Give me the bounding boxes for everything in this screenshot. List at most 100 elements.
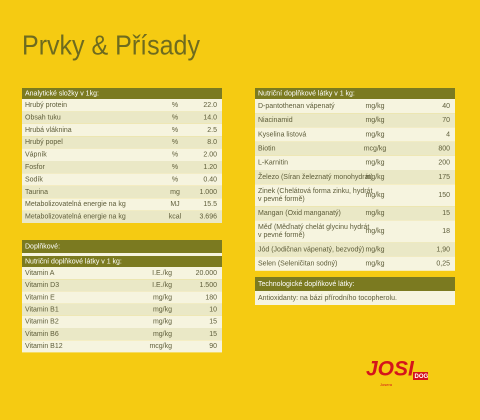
- row-unit: mg/kg: [153, 307, 172, 314]
- row-label: Fosfor: [25, 164, 46, 171]
- row-unit: mg/kg: [365, 131, 384, 138]
- row-unit: mcg/kg: [149, 343, 172, 350]
- row-unit: %: [172, 176, 178, 183]
- table-row: [22, 198, 222, 211]
- row-unit: mg/kg: [365, 192, 384, 199]
- row-label: Železo (Síran železnatý monohydrát): [258, 172, 373, 181]
- row-label: Antioxidanty: na bázi přírodního tocophe…: [258, 295, 397, 302]
- table-row: [255, 127, 455, 142]
- table-row: [22, 340, 222, 353]
- row-label: Vápník: [25, 152, 47, 159]
- row-label: v pevné formě): [258, 232, 305, 239]
- table-row: [22, 267, 222, 280]
- table-row: [255, 113, 455, 128]
- row-unit: %: [172, 102, 178, 109]
- row-value: 3.696: [199, 214, 217, 221]
- row-value: 1.20: [203, 164, 217, 171]
- row-label: Zinek (Chelátová forma zinku, hydrát: [258, 188, 372, 195]
- table-row: [22, 99, 222, 112]
- row-unit: mg/kg: [365, 261, 384, 268]
- row-label: L-Karnitin: [258, 160, 288, 167]
- row-unit: mg/kg: [365, 174, 384, 181]
- row-value: 40: [442, 103, 450, 110]
- table-row: [255, 99, 455, 114]
- page-title: Prvky & Přísady: [22, 29, 200, 60]
- table-row: [22, 279, 222, 292]
- row-unit: mg/kg: [365, 117, 384, 124]
- row-value: 18: [442, 228, 450, 235]
- table-row: [255, 256, 455, 271]
- row-value: 2.5: [207, 127, 217, 134]
- row-label: Jód (Jodičnan vápenatý, bezvodý): [258, 246, 364, 253]
- row-value: 1.500: [199, 282, 217, 289]
- row-value: 15: [442, 210, 450, 217]
- row-unit: %: [172, 164, 178, 171]
- table-row: [22, 136, 222, 149]
- section-header-text: Doplňkové:: [25, 243, 60, 250]
- row-label: Sodík: [25, 176, 43, 183]
- table-row: [22, 173, 222, 186]
- row-value: 800: [438, 146, 450, 153]
- row-label: Vitamin B2: [25, 319, 59, 326]
- table-row: [22, 185, 222, 199]
- row-unit: %: [172, 114, 178, 121]
- row-value: 0,25: [436, 261, 450, 268]
- row-label: Niacinamid: [258, 117, 293, 124]
- row-value: 15: [209, 331, 217, 338]
- row-label: Mangan (Oxid manganatý): [258, 210, 341, 217]
- table-row: [255, 220, 455, 243]
- row-value: 0.40: [203, 176, 217, 183]
- row-value: 150: [438, 192, 450, 199]
- row-value: 175: [438, 174, 450, 181]
- row-unit: mg: [170, 189, 180, 196]
- row-label: Hrubý popel: [25, 139, 63, 146]
- row-value: 4: [446, 131, 450, 138]
- row-label: Metabolizovatelná energie na kg: [25, 201, 126, 208]
- row-label: Obsah tuku: [25, 114, 61, 121]
- row-value: 180: [205, 294, 217, 301]
- logo-subtext: Josera: [380, 382, 393, 387]
- row-unit: MJ: [170, 201, 179, 208]
- row-label: Vitamin D3: [25, 282, 59, 289]
- table-row: [255, 242, 455, 257]
- row-unit: mg/kg: [365, 228, 384, 235]
- table-row: [22, 328, 222, 341]
- row-unit: mg/kg: [365, 160, 384, 167]
- row-unit: %: [172, 127, 178, 134]
- row-label: Biotin: [258, 146, 276, 153]
- row-label: Vitamin B12: [25, 343, 63, 350]
- row-unit: mg/kg: [153, 331, 172, 338]
- table-row: [255, 206, 455, 221]
- row-value: 1,90: [436, 246, 450, 253]
- logo-badge-text: DOG: [415, 374, 429, 380]
- row-unit: I.E./kg: [152, 282, 172, 289]
- row-unit: %: [172, 139, 178, 146]
- section-header: [22, 88, 222, 99]
- table-row: [22, 148, 222, 161]
- row-label: Měď (Měďnatý chelát glycinu hydrát: [258, 224, 369, 231]
- section-header-text: Technologické doplňkové látky:: [258, 281, 355, 288]
- row-unit: I.E./kg: [152, 270, 172, 277]
- section-header-text: Nutriční doplňkové látky v 1 kg:: [258, 90, 355, 97]
- table-row: [255, 291, 455, 305]
- section-header: [22, 256, 222, 267]
- spacer-row: [22, 253, 222, 256]
- row-label: Metabolizovatelná energie na kg: [25, 214, 126, 221]
- row-value: 14.0: [203, 114, 217, 121]
- row-unit: mg/kg: [365, 103, 384, 110]
- row-label: Kyselina listová: [258, 131, 306, 138]
- row-value: 70: [442, 117, 450, 124]
- row-unit: mcg/kg: [364, 146, 387, 153]
- section-header: [255, 88, 455, 99]
- table-row: [255, 155, 455, 170]
- row-value: 22.0: [203, 102, 217, 109]
- row-unit: mg/kg: [153, 294, 172, 301]
- section-header: [22, 240, 222, 253]
- logo-badge: [413, 372, 428, 380]
- row-label: Vitamin B1: [25, 307, 59, 314]
- row-value: 20.000: [196, 270, 218, 277]
- table-row: [22, 315, 222, 328]
- row-label: Hrubý protein: [25, 102, 67, 109]
- row-label: Vitamin A: [25, 270, 55, 277]
